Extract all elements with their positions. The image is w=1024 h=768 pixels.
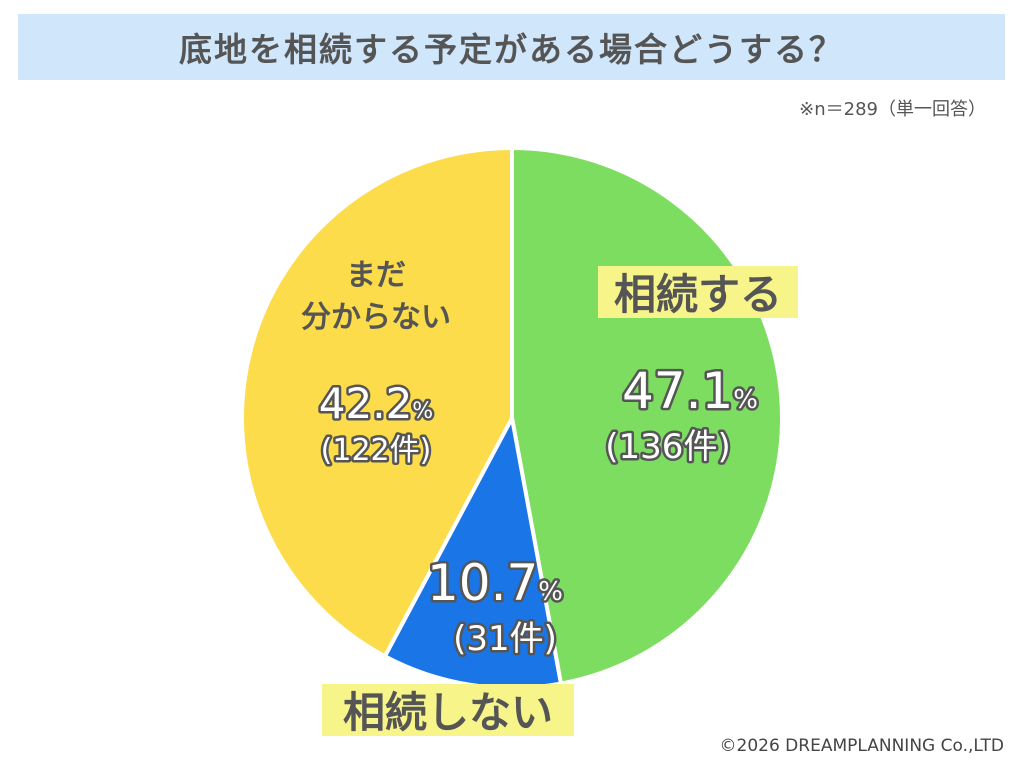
label-bg-inherit (598, 266, 798, 318)
chart-title-bar: 底地を相続する予定がある場合どうする？ (18, 14, 1005, 80)
percent-not-inherit: 10.7% (427, 554, 563, 612)
count-undecided: (122件) (321, 433, 432, 468)
label-undecided-line2: 分からない (301, 300, 451, 335)
label-undecided-line1: まだ (346, 258, 406, 293)
count-not-inherit: (31件) (453, 619, 557, 659)
count-inherit: (136件) (605, 427, 730, 467)
label-inherit: 相続する (614, 270, 782, 319)
label-bg-not-inherit (322, 684, 574, 736)
copyright-credit: ©2026 DREAMPLANNING Co.,LTD (719, 736, 1004, 756)
slice-undecided (240, 146, 514, 659)
percent-undecided: 42.2% (319, 379, 433, 428)
percent-inherit: 47.1% (622, 362, 758, 420)
label-not-inherit: 相続しない (343, 688, 553, 737)
sample-size-note: ※n＝289（単一回答） (799, 99, 986, 120)
chart-title: 底地を相続する予定がある場合どうする？ (179, 30, 844, 69)
